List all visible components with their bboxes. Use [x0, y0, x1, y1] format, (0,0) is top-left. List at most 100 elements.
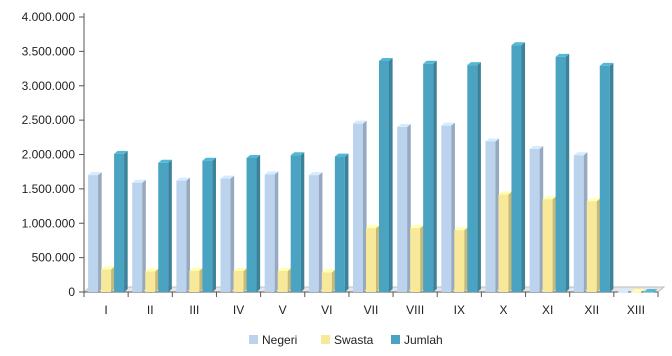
bar-front [441, 125, 452, 292]
bar-negeri [88, 172, 102, 292]
bar-top [202, 157, 216, 161]
bar-side [155, 268, 159, 292]
bar-top [379, 58, 393, 61]
bar-front [643, 292, 654, 293]
bar-side [433, 60, 437, 292]
bar-swasta [586, 198, 601, 292]
bar-top [158, 159, 172, 163]
bar-negeri [485, 138, 500, 292]
bar-front [334, 156, 345, 292]
bar-top [410, 225, 424, 229]
bar-top [467, 62, 481, 66]
bar-side [142, 179, 146, 292]
bar-jumlah [423, 60, 437, 292]
bar-negeri [220, 175, 235, 292]
x-tick-label: III [189, 303, 199, 317]
bar-front [529, 149, 540, 292]
bar-top [617, 289, 632, 292]
bar-front [321, 272, 332, 292]
bar-jumlah [555, 53, 570, 292]
bar-top [114, 150, 128, 154]
bar-swasta [454, 227, 468, 292]
bar-top [290, 152, 305, 156]
bar-side [243, 268, 248, 292]
bar-front [366, 228, 376, 292]
bar-jumlah [158, 159, 172, 292]
bar-negeri [397, 124, 411, 292]
bar-top [643, 289, 658, 292]
bar-front [573, 155, 584, 292]
bar-front [511, 45, 522, 292]
y-tick-label: 3.500.000 [22, 44, 76, 58]
bar-swasta [189, 267, 203, 292]
bar-front [308, 175, 319, 292]
y-tick-label: 500.000 [32, 251, 76, 265]
bar-side [464, 227, 468, 292]
bar-top [233, 268, 248, 272]
bar-jumlah [334, 153, 349, 292]
legend-swatch [321, 335, 330, 344]
bar-negeri [529, 146, 544, 292]
bar-front [379, 61, 389, 292]
bar-side [186, 177, 190, 292]
bar-front [397, 127, 408, 292]
bar-front [542, 199, 553, 292]
y-tick-label: 4.000.000 [22, 10, 76, 24]
bar-top [573, 152, 588, 156]
bar-side [596, 198, 601, 292]
bar-top [586, 198, 601, 202]
x-tick-label: X [499, 303, 507, 317]
bar-top [176, 177, 190, 181]
bar-side [124, 150, 128, 292]
bar-top [220, 175, 235, 179]
bar-front [202, 160, 213, 292]
x-tick-label: V [279, 303, 287, 317]
bar-side [451, 122, 455, 292]
legend-label: Negeri [262, 333, 297, 347]
bar-side [111, 266, 115, 292]
bar-jumlah [114, 150, 128, 292]
bar-front [246, 157, 257, 292]
legend-swatch [249, 335, 258, 344]
y-tick-label: 0 [68, 285, 75, 299]
bar-swasta [101, 266, 115, 292]
bar-jumlah [599, 62, 614, 292]
bar-top [529, 146, 544, 149]
bar-side [168, 159, 172, 292]
bar-top [454, 227, 468, 231]
x-tick-label: VIII [406, 303, 424, 317]
bar-side [331, 269, 336, 292]
bar-side [199, 267, 203, 292]
bar-front [586, 201, 597, 292]
bar-front [353, 123, 363, 292]
bar-side [318, 172, 323, 292]
bar-side [344, 153, 349, 292]
bar-top [599, 62, 614, 66]
bar-negeri [264, 171, 279, 292]
bar-front [498, 194, 509, 292]
y-tick-label: 1.000.000 [22, 216, 76, 230]
bar-front [454, 230, 465, 292]
bar-front [88, 175, 99, 292]
bar-front [630, 292, 641, 293]
bar-side [539, 146, 544, 292]
bar-side [420, 225, 424, 292]
bar-side [287, 268, 292, 292]
bar-top [397, 124, 411, 127]
bar-side [300, 152, 305, 292]
bar-swasta [410, 225, 424, 292]
bar-front [145, 271, 156, 292]
bar-front [132, 182, 143, 292]
bar-top [441, 122, 455, 126]
bar-side [98, 172, 102, 292]
bar-front [290, 155, 301, 292]
bar-top [511, 42, 526, 46]
bar-jumlah [246, 154, 261, 292]
bar-top [423, 60, 437, 64]
bar-side [552, 196, 557, 292]
bar-front [176, 180, 187, 292]
bar-side [407, 124, 411, 292]
x-tick-label: IX [454, 303, 465, 317]
